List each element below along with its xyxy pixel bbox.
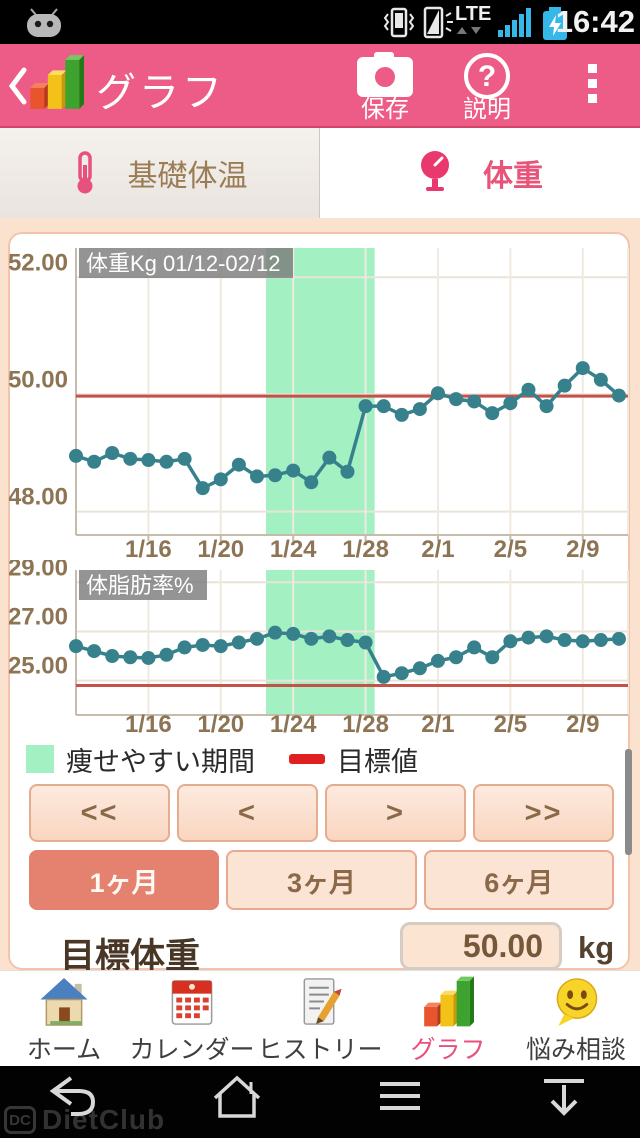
history-notepad-icon (303, 978, 342, 1025)
nav-calendar[interactable]: カレンダー (128, 971, 256, 1066)
target-line-label: 目標値 (337, 746, 418, 777)
nav-label: 悩み相談 (525, 1036, 626, 1064)
pager-row: << < > >> (29, 784, 614, 842)
svg-text:1/20: 1/20 (197, 711, 244, 738)
svg-text:1/28: 1/28 (342, 536, 389, 563)
svg-text:1/24: 1/24 (270, 536, 317, 563)
nav-home[interactable]: ホーム (0, 971, 128, 1066)
calendar-icon (171, 980, 213, 1025)
nav-history[interactable]: ヒストリー (256, 971, 384, 1066)
fertile-band-swatch (26, 745, 54, 773)
app-header: グラフ 保存 ? 説明 (0, 44, 640, 128)
scale-icon (421, 151, 449, 191)
tab-label: 基礎体温 (127, 160, 248, 193)
weight-chart: 48.00 50.00 52.00 1/16 1/20 1/24 1/28 2/1 2/5 2/9… (9, 248, 629, 563)
dietclub-logo: DC (4, 1106, 36, 1134)
svg-text:1/16: 1/16 (125, 711, 172, 738)
home-icon (40, 977, 88, 1026)
svg-text:2/5: 2/5 (494, 711, 527, 738)
menu-button[interactable] (376, 1074, 424, 1120)
graph-icon (424, 976, 474, 1027)
nav-consultation[interactable]: 悩み相談 (512, 971, 640, 1066)
nav-label: ホーム (26, 1036, 102, 1064)
svg-text:1/20: 1/20 (197, 536, 244, 563)
status-bar: LTE 16:42 (0, 0, 640, 44)
svg-text:27.00: 27.00 (9, 603, 68, 630)
chart-legend: 痩せやすい期間 目標値 (26, 742, 418, 777)
overflow-menu-button[interactable] (572, 58, 612, 118)
tab-basal-temperature[interactable]: 基礎体温 (0, 128, 320, 218)
page-prev-button[interactable]: < (177, 784, 318, 842)
overflow-dot (587, 94, 597, 103)
page-first-button[interactable]: << (29, 784, 170, 842)
target-weight-row: 目標体重 kg (10, 920, 632, 976)
svg-text:体重Kg 01/12-02/12: 体重Kg 01/12-02/12 (86, 251, 280, 276)
graph-card: 48.00 50.00 52.00 1/16 1/20 1/24 1/28 2/1 2/5 2/9… (8, 232, 632, 976)
svg-text:2/9: 2/9 (566, 536, 599, 563)
svg-text:25.00: 25.00 (9, 653, 68, 680)
signal-strength-icon (498, 8, 531, 37)
svg-text:1/24: 1/24 (270, 711, 317, 738)
home-button[interactable] (211, 1074, 263, 1120)
svg-text:2/5: 2/5 (494, 536, 527, 563)
phone-alert-icon (423, 6, 453, 39)
bodyfat-chart: 25.00 27.00 29.00 1/16 1/20 1/24 1/28 2/1 2/5 2/9… (9, 560, 629, 738)
overflow-dot (587, 64, 597, 73)
page-title: グラフ (96, 71, 225, 115)
back-button[interactable] (45, 1074, 97, 1120)
svg-text:50.00: 50.00 (9, 366, 68, 393)
target-weight-label: 目標体重 (60, 937, 201, 976)
fertile-band-label: 痩せやすい期間 (66, 746, 255, 777)
svg-text:2/1: 2/1 (421, 536, 454, 563)
svg-text:2/9: 2/9 (566, 711, 599, 738)
vibrate-icon (383, 7, 415, 38)
help-icon: ? (464, 53, 510, 99)
target-weight-unit: kg (578, 930, 615, 965)
save-label: 保存 (361, 96, 409, 123)
smiley-bubble-icon (556, 978, 598, 1027)
back-chevron-icon[interactable] (4, 58, 30, 114)
dietclub-watermark: DC DietClub (4, 1104, 165, 1136)
help-button[interactable]: ? 説明 (432, 50, 542, 126)
svg-text:29.00: 29.00 (9, 560, 68, 581)
android-notification-icon (27, 8, 61, 37)
page-next-button[interactable]: > (325, 784, 466, 842)
target-line-swatch (289, 754, 325, 764)
nav-graph[interactable]: グラフ (384, 971, 512, 1066)
nav-label: カレンダー (129, 1036, 255, 1064)
period-1month-button[interactable]: 1ヶ月 (29, 850, 220, 910)
svg-text:48.00: 48.00 (9, 484, 68, 511)
help-label: 説明 (463, 96, 511, 123)
thermometer-icon (77, 151, 92, 194)
svg-text:?: ? (478, 60, 496, 93)
scrollbar-thumb[interactable] (625, 749, 632, 855)
overflow-dot (587, 79, 597, 88)
tab-bar: 基礎体温 体重 (0, 128, 640, 218)
lte-indicator: LTE (455, 3, 491, 35)
svg-text:1/28: 1/28 (342, 711, 389, 738)
svg-text:52.00: 52.00 (9, 249, 68, 276)
camera-icon (357, 52, 413, 97)
hide-navigation-button[interactable] (538, 1074, 590, 1120)
svg-text:1/16: 1/16 (125, 536, 172, 563)
nav-label: グラフ (410, 1036, 486, 1064)
android-navigation-bar: DC DietClub (0, 1066, 640, 1138)
battery-charging-icon (543, 7, 567, 40)
period-3month-button[interactable]: 3ヶ月 (226, 850, 417, 910)
tab-weight[interactable]: 体重 (320, 128, 640, 218)
svg-text:2/1: 2/1 (421, 711, 454, 738)
clock: 16:42 (555, 4, 635, 39)
svg-text:体脂肪率%: 体脂肪率% (86, 573, 194, 598)
page-last-button[interactable]: >> (473, 784, 614, 842)
graph-title-icon (30, 55, 84, 109)
nav-label: ヒストリー (257, 1036, 383, 1064)
period-row: 1ヶ月 3ヶ月 6ヶ月 (29, 850, 614, 910)
period-6month-button[interactable]: 6ヶ月 (423, 850, 614, 910)
target-weight-input[interactable] (400, 922, 562, 970)
save-button[interactable]: 保存 (330, 50, 440, 126)
tab-label: 体重 (483, 160, 543, 193)
bottom-navigation: ホーム カレンダー (0, 970, 640, 1066)
